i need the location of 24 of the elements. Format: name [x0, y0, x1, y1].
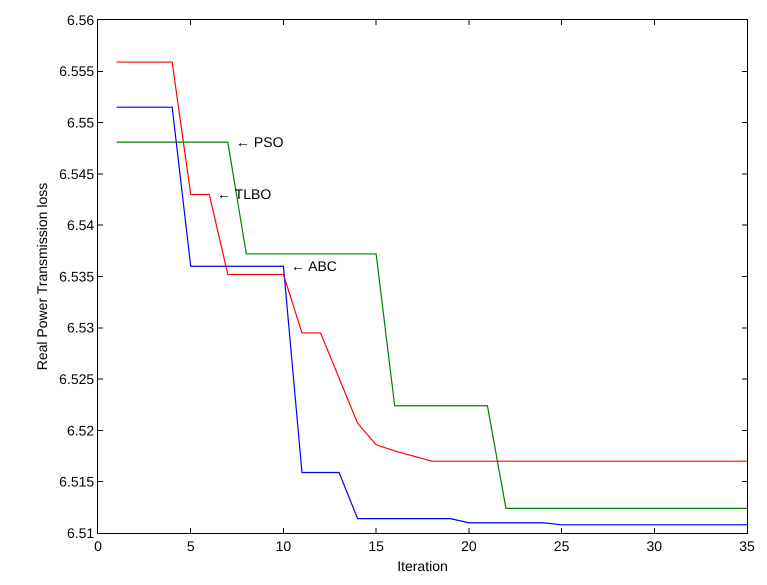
x-tick-label: 25 — [554, 538, 570, 554]
x-tick-label: 5 — [186, 538, 195, 554]
y-tick-label: 6.56 — [66, 12, 94, 28]
y-tick-label: 6.53 — [66, 320, 94, 336]
x-tick-label: 30 — [646, 538, 662, 554]
annotation: ← ABC — [291, 258, 337, 274]
x-tick-label: 35 — [739, 538, 755, 554]
x-axis-title: Iteration — [397, 558, 448, 574]
y-tick-label: 6.55 — [66, 114, 94, 130]
y-tick-label: 6.51 — [66, 524, 94, 541]
y-axis-title: Real Power Transmission loss — [34, 182, 50, 370]
y-tick-label: 6.545 — [59, 166, 94, 182]
x-tick-label: 15 — [368, 538, 384, 554]
y-tick-label: 6.52 — [66, 422, 94, 438]
y-tick-label: 6.515 — [59, 474, 94, 490]
y-tick-label: 6.525 — [59, 371, 94, 387]
y-tick-label: 6.54 — [66, 217, 94, 234]
y-tick-label: 6.555 — [59, 63, 94, 80]
line-series — [116, 61, 747, 462]
y-tick-label: 6.535 — [59, 268, 94, 284]
x-tick-label: 10 — [276, 538, 292, 554]
annotation: ← PSO — [236, 134, 284, 150]
x-tick-label: 20 — [461, 538, 477, 554]
x-tick-label: 0 — [94, 538, 102, 554]
